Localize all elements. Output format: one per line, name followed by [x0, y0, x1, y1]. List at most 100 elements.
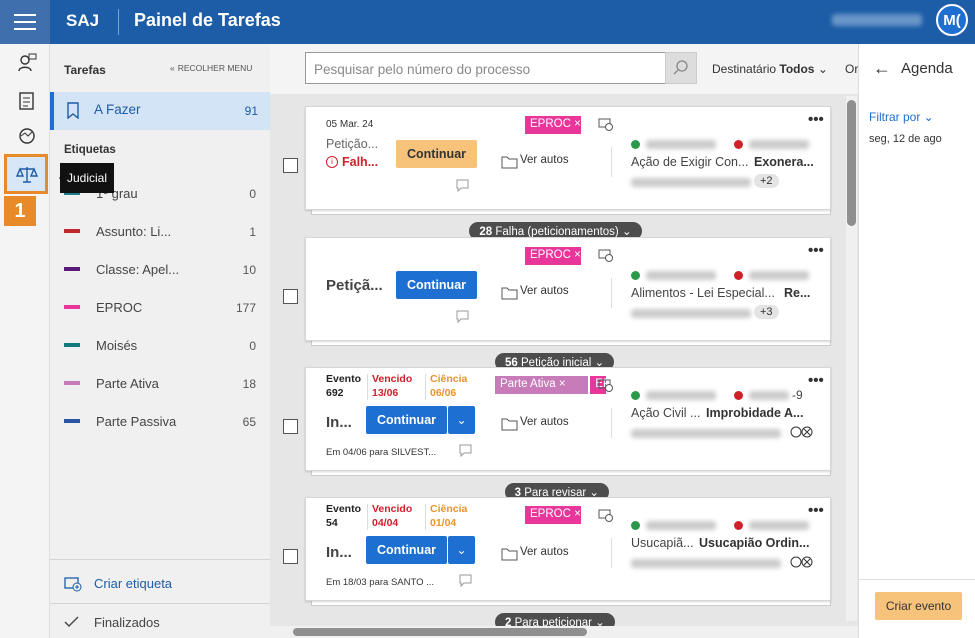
bookmark-icon [67, 102, 79, 119]
tag-row[interactable]: Moisés 0 [50, 326, 270, 364]
subject-bold: Exonera... [754, 155, 814, 169]
tag-count: 177 [235, 301, 256, 315]
extra-count: +2 [754, 174, 779, 188]
blurred-detail [631, 178, 751, 187]
tag-label: Classe: Apel... [96, 262, 180, 277]
blurred-party [646, 140, 716, 149]
create-tag[interactable]: Criar etiqueta [94, 576, 173, 591]
finished[interactable]: Finalizados [94, 615, 160, 630]
view-files[interactable]: Ver autos [520, 285, 569, 297]
v-scroll-thumb[interactable] [847, 100, 856, 226]
more-menu[interactable]: ••• [808, 372, 824, 389]
checkbox[interactable] [283, 289, 298, 304]
tag-chip[interactable]: Parte Ativa × [495, 376, 589, 394]
minus-icon [734, 391, 743, 400]
tag-row[interactable]: Assunto: Li... 1 [50, 212, 270, 250]
tag-count: 1 [249, 225, 256, 239]
rail-icon[interactable] [17, 126, 37, 146]
more-menu[interactable]: ••• [808, 242, 824, 259]
rail-icon[interactable] [18, 90, 36, 110]
folder-icon-svg [501, 418, 518, 431]
tag-text: EPROC [530, 249, 571, 261]
tag-label: Moisés [96, 338, 138, 353]
scale-icon [16, 167, 38, 183]
notice-value: 06/06 [430, 387, 457, 399]
more-menu[interactable]: ••• [808, 502, 824, 519]
due-label: Vencido [372, 503, 413, 515]
search-input[interactable]: Pesquisar pelo número do processo [305, 52, 666, 84]
group-pill[interactable]: 28 Falha (peticionamentos) ⌄ [469, 222, 642, 240]
create-event[interactable]: Criar evento [875, 592, 962, 620]
recipient-label: Destinatário [712, 62, 777, 76]
group-label: Petição inicial [521, 357, 592, 369]
avatar[interactable]: M( [936, 4, 968, 36]
view-files[interactable]: Ver autos [520, 154, 569, 166]
checkbox[interactable] [283, 158, 298, 173]
tag-color [64, 419, 80, 423]
tag-label: Assunto: Li... [96, 224, 172, 239]
tags-title: Etiquetas [64, 144, 116, 156]
check-icon [64, 616, 79, 627]
tag-row[interactable]: Parte Ativa 18 [50, 364, 270, 402]
due-value: 13/06 [372, 387, 399, 399]
search-icon [673, 60, 688, 75]
group-label: Para revisar [524, 487, 587, 499]
subject: Usucapiã... [631, 536, 694, 550]
continue-button[interactable]: Continuar [396, 271, 477, 299]
task-status: Falh... [342, 155, 379, 169]
order-filter[interactable]: Or [845, 62, 859, 76]
hamburger-icon [14, 14, 36, 30]
tag-add-icon-svg [598, 118, 613, 131]
h-scroll-thumb[interactable] [293, 628, 587, 636]
checkbox[interactable] [283, 419, 298, 434]
folder-icon [501, 416, 519, 436]
task-card: 05 Mar. 24 Petição... i Falh... Continuar EPR… [305, 106, 831, 210]
agenda-panel: ← Agenda Filtrar por ⌄ seg, 12 de ago Cr… [858, 44, 975, 638]
continue-button[interactable]: Continuar [366, 536, 447, 564]
tag-chip[interactable]: EPROC × [525, 506, 581, 524]
tag-chip[interactable]: EPROC × [525, 116, 581, 134]
task-title: In... [326, 544, 352, 561]
subject: Ação Civil ... [631, 406, 701, 420]
separator [367, 374, 368, 400]
group-pill[interactable]: 56 Petição inicial ⌄ [495, 353, 615, 371]
group-pill[interactable]: 2 Para peticionar ⌄ [495, 613, 615, 626]
tag-count: 0 [249, 339, 256, 353]
search-button[interactable] [665, 52, 697, 84]
collapse-menu[interactable]: «RECOLHER MENU [170, 63, 252, 73]
view-files[interactable]: Ver autos [520, 416, 569, 428]
back-arrow[interactable]: ← [873, 58, 891, 78]
rail-selected[interactable] [4, 154, 48, 194]
more-menu[interactable]: ••• [808, 111, 824, 128]
tag-row[interactable]: Classe: Apel... 10 [50, 250, 270, 288]
info-icons [790, 556, 814, 574]
folder-icon [501, 546, 519, 566]
checkbox[interactable] [283, 549, 298, 564]
tag-row[interactable]: Parte Passiva 65 [50, 402, 270, 440]
filter-by[interactable]: Filtrar por ⌄ [869, 110, 934, 124]
group-pill[interactable]: 3 Para revisar ⌄ [504, 483, 610, 501]
split-arrow[interactable]: ⌄ [448, 406, 475, 434]
blurred-detail [631, 429, 781, 438]
due-value: 04/04 [372, 517, 399, 529]
view-files[interactable]: Ver autos [520, 546, 569, 558]
active-filter[interactable]: A Fazer 91 [50, 92, 270, 130]
menu-button[interactable] [0, 0, 50, 44]
page-title: Painel de Tarefas [134, 10, 281, 30]
tag-row[interactable]: EPROC 177 [50, 288, 270, 326]
blurred-party [749, 140, 809, 149]
rail-icon[interactable] [17, 53, 37, 73]
plus-icon [631, 391, 640, 400]
continue-button[interactable]: Continuar [396, 140, 477, 168]
task-card: Evento 692 Vencido 13/06 Ciência 06/06 In... Em… [305, 367, 831, 471]
subject-bold: Improbidade A... [706, 406, 804, 420]
event-value: 692 [326, 387, 344, 399]
split-arrow[interactable]: ⌄ [448, 536, 475, 564]
active-count: 91 [244, 104, 258, 118]
notice-label: Ciência [430, 373, 468, 385]
event-value: 54 [326, 517, 338, 529]
recipient-filter[interactable]: Destinatário Todos ⌄ [712, 62, 828, 76]
tag-chip[interactable]: EPROC × [525, 247, 581, 265]
continue-button[interactable]: Continuar [366, 406, 447, 434]
